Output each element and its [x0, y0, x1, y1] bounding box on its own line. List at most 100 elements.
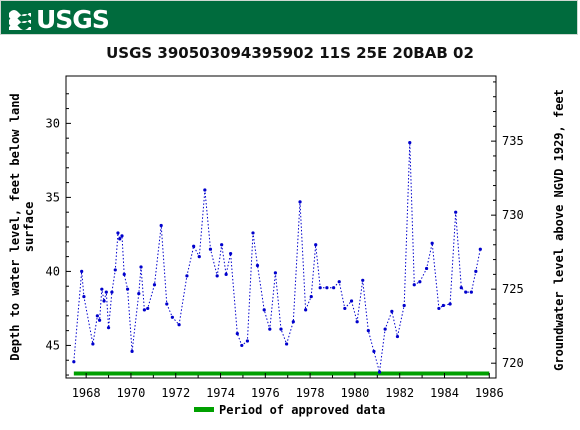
data-point — [377, 370, 382, 374]
data-point — [478, 247, 482, 251]
y-right-tick-label: 725 — [502, 282, 524, 296]
data-point — [318, 286, 322, 290]
data-point — [430, 241, 434, 245]
x-tick-label: 1974 — [206, 386, 235, 400]
data-point — [402, 303, 406, 308]
x-tick-label: 1972 — [161, 386, 190, 400]
data-point — [291, 320, 295, 324]
data-point — [125, 287, 130, 291]
x-tick-label: 1976 — [251, 386, 280, 400]
usgs-logo-text: USGS — [36, 4, 110, 34]
x-tick-label: 1984 — [430, 386, 459, 400]
data-point — [454, 210, 458, 214]
data-point — [464, 290, 468, 294]
y-left-tick-label: 45 — [46, 338, 60, 352]
data-point — [91, 342, 95, 346]
data-point — [245, 339, 250, 343]
usgs-header-bar: USGS — [0, 0, 578, 35]
data-point — [100, 287, 104, 291]
data-point — [122, 272, 126, 276]
data-point — [314, 243, 318, 247]
data-point — [224, 272, 228, 276]
y-axis-right-label: Groundwater level above NGVD 1929, feet — [552, 89, 566, 371]
data-point — [304, 308, 308, 312]
data-point — [441, 303, 445, 308]
data-point — [325, 286, 329, 290]
data-point — [110, 290, 114, 294]
data-point — [185, 274, 189, 278]
x-tick-label: 1968 — [72, 386, 101, 400]
data-point — [113, 268, 117, 272]
data-point — [251, 231, 255, 235]
data-point — [343, 306, 347, 311]
data-point — [72, 360, 76, 364]
data-point — [255, 263, 260, 268]
data-point — [170, 315, 174, 319]
data-point — [229, 252, 233, 256]
x-tick-label: 1986 — [475, 386, 504, 400]
legend-label: Period of approved data — [219, 403, 385, 417]
data-point — [273, 271, 278, 275]
data-point — [408, 141, 412, 145]
data-point — [104, 290, 108, 294]
data-point — [139, 265, 143, 269]
y-left-tick-label: 40 — [46, 264, 60, 278]
x-tick-label: 1980 — [340, 386, 369, 400]
data-point — [116, 231, 120, 235]
y-right-tick-label: 720 — [502, 356, 524, 370]
legend: Period of approved data — [194, 403, 385, 417]
data-point — [309, 294, 313, 299]
x-tick-label: 1970 — [116, 386, 145, 400]
data-point — [102, 299, 106, 303]
data-point — [120, 234, 124, 238]
data-point — [366, 329, 370, 333]
data-point — [279, 327, 283, 331]
data-point — [177, 323, 181, 327]
data-point — [298, 200, 302, 204]
data-point — [215, 274, 219, 278]
data-point — [80, 269, 84, 274]
y-right-tick-label: 730 — [502, 208, 524, 222]
data-point — [284, 342, 289, 346]
data-point — [383, 327, 387, 331]
legend-swatch — [194, 407, 214, 412]
usgs-wave-icon — [9, 10, 31, 30]
data-point — [474, 269, 478, 274]
series-line — [73, 142, 481, 373]
data-point — [361, 278, 365, 282]
data-point — [372, 349, 376, 353]
data-point — [268, 327, 272, 331]
data-point — [203, 188, 207, 192]
data-point — [240, 343, 244, 348]
approved-period-bar — [73, 371, 490, 376]
data-point — [395, 334, 400, 339]
data-point — [459, 286, 463, 290]
data-point — [418, 280, 422, 284]
data-point — [146, 306, 150, 311]
data-point — [137, 292, 141, 296]
data-point — [390, 309, 394, 313]
data-point — [469, 290, 473, 294]
y-left-tick-label: 30 — [46, 116, 60, 130]
data-point — [97, 318, 102, 322]
y-left-tick-label: 35 — [46, 190, 60, 204]
data-point — [412, 283, 416, 287]
plot-frame — [65, 75, 497, 379]
data-point — [220, 243, 224, 247]
data-point — [337, 280, 341, 284]
data-point — [332, 286, 336, 290]
data-point — [142, 308, 146, 312]
y-right-tick-label: 735 — [502, 134, 524, 148]
y-axis-left-label-line2: surface — [22, 202, 36, 253]
y-axis-left-label-line1: Depth to water level, feet below land — [8, 93, 22, 360]
data-point — [208, 247, 213, 251]
data-point — [106, 326, 111, 330]
data-point — [192, 244, 196, 248]
usgs-logo[interactable]: USGS — [7, 4, 110, 34]
data-point — [82, 294, 86, 299]
data-point — [349, 299, 354, 303]
data-point — [355, 320, 359, 324]
data-point — [159, 223, 163, 228]
data-point — [165, 302, 169, 306]
